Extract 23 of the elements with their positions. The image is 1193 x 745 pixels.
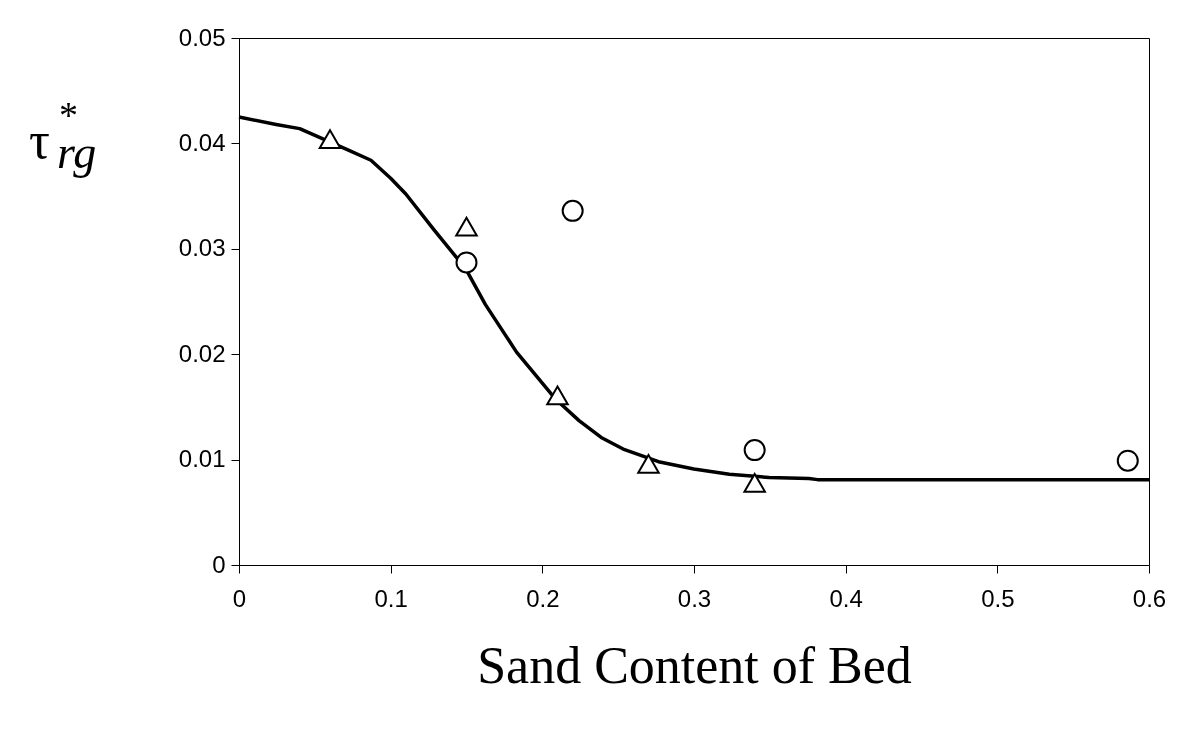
- y-tick-label: 0: [212, 550, 226, 578]
- point: [546, 385, 569, 406]
- point: [561, 199, 584, 222]
- y-tick-label: 0.05: [178, 23, 226, 51]
- y-tick-label: 0.03: [178, 234, 226, 262]
- y-tick-label: 0.02: [178, 339, 226, 367]
- y-tick-label: 0.01: [178, 445, 226, 473]
- x-tick-label: 0.3: [677, 584, 712, 612]
- y-tick-label: 0.04: [178, 128, 226, 156]
- x-tick-label: 0.1: [374, 584, 408, 612]
- x-tick-label: 0.5: [981, 584, 1015, 612]
- x-tick-label: 0.6: [1132, 584, 1167, 612]
- x-tick-label: 0.4: [829, 584, 863, 612]
- x-tick-label: 0.2: [526, 584, 560, 612]
- point: [455, 216, 478, 237]
- point: [637, 453, 660, 474]
- x-tick-label: 0: [232, 584, 247, 612]
- point: [1116, 449, 1139, 472]
- point: [455, 251, 478, 274]
- point: [318, 129, 342, 150]
- point: [743, 439, 766, 462]
- point: [743, 472, 766, 493]
- x-axis-title: Sand Content of Bed: [477, 636, 912, 694]
